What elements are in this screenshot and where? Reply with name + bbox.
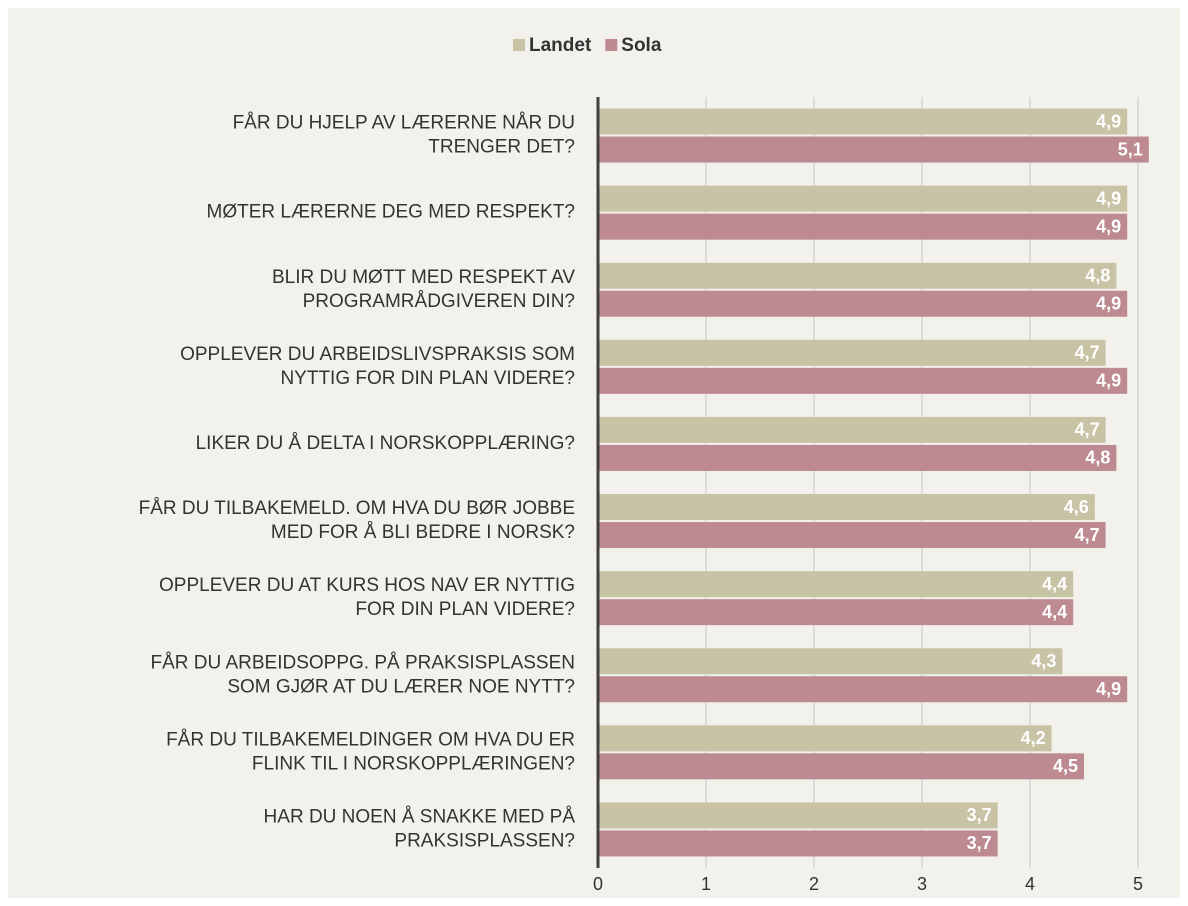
x-tick-label: 3 [917, 874, 927, 894]
bar [598, 367, 1128, 394]
value-label: 4,9 [1096, 111, 1121, 131]
legend-label: Sola [621, 35, 662, 56]
value-label: 4,2 [1021, 728, 1046, 748]
x-tick-label: 1 [701, 874, 711, 894]
bar [598, 290, 1128, 317]
value-label: 4,8 [1085, 448, 1110, 468]
bar [598, 599, 1074, 626]
bar [598, 416, 1106, 443]
bar [598, 108, 1128, 135]
legend-swatch [605, 39, 618, 51]
category-label: HAR DU NOEN Å SNAKKE MED PÅ PRAKSISPLASSE… [264, 806, 576, 851]
bar [598, 725, 1052, 752]
value-label: 3,7 [967, 805, 992, 825]
bar [598, 494, 1095, 521]
value-label: 5,1 [1118, 139, 1143, 159]
value-label: 4,5 [1053, 756, 1078, 776]
category-label: BLIR DU MØTT MED RESPEKT AV PROGRAMRÅDGIV… [272, 267, 575, 312]
category-label: MØTER LÆRERNE DEG MED RESPEKT? [207, 202, 575, 223]
value-label: 3,7 [967, 833, 992, 853]
x-tick-label: 2 [809, 874, 819, 894]
legend-swatch [513, 39, 525, 51]
value-label: 4,6 [1064, 497, 1089, 517]
bar [598, 262, 1117, 289]
bar [598, 676, 1128, 703]
category-label: LIKER DU Å DELTA I NORSKOPPLÆRING? [196, 433, 575, 454]
category-label: OPPLEVER DU ARBEIDSLIVSPRAKSIS SOM NYTTIG… [180, 344, 575, 389]
x-tick-label: 4 [1025, 874, 1035, 894]
bar [598, 522, 1106, 549]
x-tick-label: 0 [593, 874, 603, 894]
value-label: 4,9 [1096, 371, 1121, 391]
value-label: 4,9 [1096, 679, 1121, 699]
bar [598, 830, 998, 857]
category-label: FÅR DU ARBEIDSOPPG. PÅ PRAKSISPLASSEN SOM… [151, 652, 575, 697]
bar [598, 753, 1084, 780]
value-label: 4,7 [1075, 420, 1100, 440]
bar [598, 136, 1149, 163]
value-label: 4,9 [1096, 216, 1121, 236]
bar [598, 213, 1128, 240]
category-label: FÅR DU TILBAKEMELDINGER OM HVA DU ER FLIN… [166, 729, 575, 774]
legend-label: Landet [529, 35, 592, 56]
bar [598, 185, 1128, 212]
value-label: 4,9 [1096, 188, 1121, 208]
value-label: 4,3 [1031, 651, 1056, 671]
value-label: 4,4 [1042, 574, 1067, 594]
value-label: 4,4 [1042, 602, 1067, 622]
value-label: 4,7 [1075, 525, 1100, 545]
x-tick-label: 5 [1133, 874, 1143, 894]
value-label: 4,8 [1085, 266, 1110, 286]
value-label: 4,7 [1075, 343, 1100, 363]
value-label: 4,9 [1096, 294, 1121, 314]
bar [598, 444, 1117, 471]
category-label: FÅR DU HJELP AV LÆRERNE NÅR DU TRENGER DE… [233, 113, 575, 158]
bar [598, 571, 1074, 598]
bar [598, 339, 1106, 366]
category-label: FÅR DU TILBAKEMELD. OM HVA DU BØR JOBBE M… [139, 498, 575, 543]
category-label: OPPLEVER DU AT KURS HOS NAV ER NYTTIG FOR… [159, 575, 575, 620]
bar [598, 802, 998, 829]
bar [598, 648, 1063, 675]
